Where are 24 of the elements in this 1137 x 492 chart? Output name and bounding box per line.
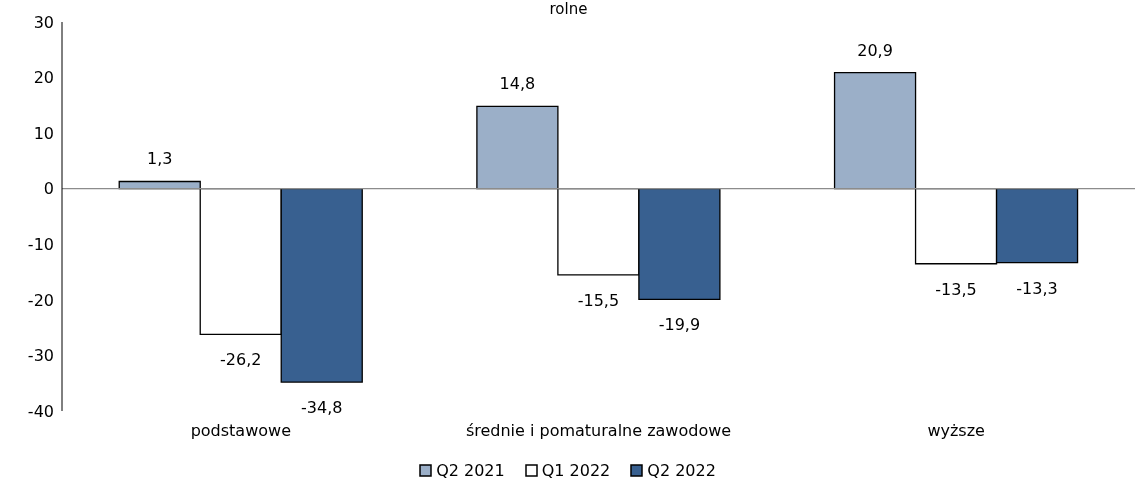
- data-label: 14,8: [499, 74, 536, 94]
- data-label: -26,2: [220, 350, 262, 370]
- legend-label: Q1 2022: [540, 461, 611, 480]
- legend-label: Q2 2022: [646, 461, 716, 480]
- y-tick-label: 0: [43, 179, 54, 199]
- data-label: -19,9: [658, 315, 701, 335]
- x-tick-label: wyższe: [927, 421, 985, 441]
- x-tick-label: podstawowe: [190, 421, 291, 441]
- y-tick-label: 10: [33, 123, 54, 143]
- data-label: -13,3: [1016, 278, 1058, 298]
- y-tick-label: 20: [33, 68, 54, 88]
- legend-label: Q2 2021: [435, 461, 505, 480]
- y-tick-label: 30: [33, 12, 54, 32]
- data-label: -13,5: [935, 279, 977, 299]
- x-tick-label: średnie i pomaturalne zawodowe: [465, 421, 732, 441]
- data-label: -34,8: [301, 398, 343, 418]
- data-label: -15,5: [577, 290, 620, 310]
- y-tick-label: -20: [27, 290, 54, 310]
- data-label: 20,9: [857, 40, 893, 60]
- y-tick-label: -10: [27, 234, 54, 254]
- chart-title: rolne: [549, 0, 588, 18]
- y-tick-label: -30: [27, 346, 54, 366]
- y-tick-label: -40: [27, 401, 54, 421]
- data-label: 1,3: [147, 149, 173, 169]
